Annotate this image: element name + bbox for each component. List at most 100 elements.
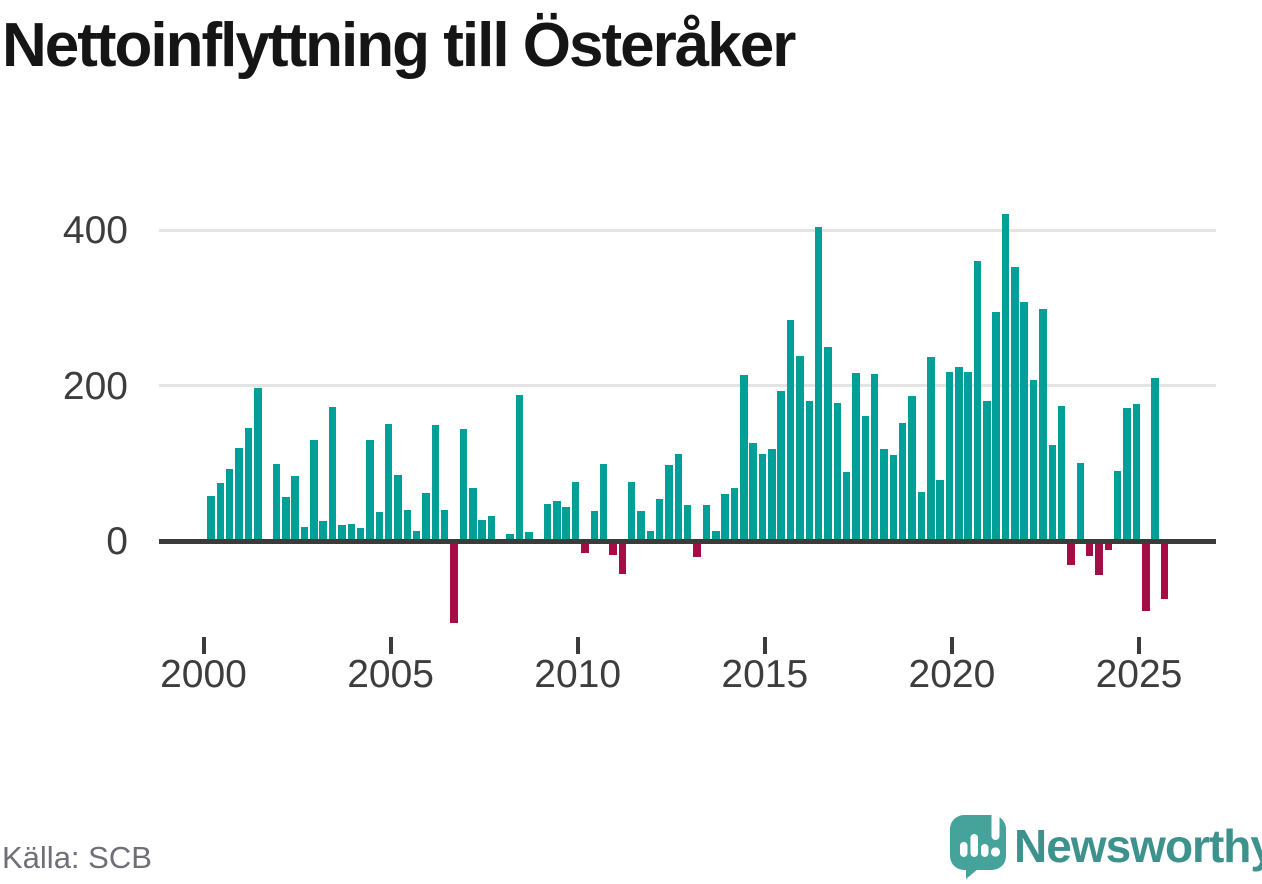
bar-2009Q4 <box>571 481 580 541</box>
bar-2005Q4 <box>422 492 430 541</box>
bar-2012Q4 <box>683 505 692 541</box>
bar-2019Q2 <box>927 356 935 541</box>
gridline-200 <box>159 384 1216 387</box>
bar-2003Q2 <box>328 407 337 541</box>
bar-2000Q3 <box>225 468 234 541</box>
bar-2021Q1 <box>992 311 1000 541</box>
bar-2012Q2 <box>665 464 673 541</box>
bar-2005Q2 <box>403 509 412 541</box>
bar-2021Q2 <box>1001 214 1010 541</box>
x-axis-label-2010: 2010 <box>534 653 622 696</box>
bar-2004Q3 <box>375 512 384 541</box>
bar-2010Q2 <box>590 510 599 541</box>
y-axis-label-0: 0 <box>106 520 128 563</box>
x-tick-2015 <box>762 637 767 654</box>
x-tick-2025 <box>1137 637 1141 654</box>
bar-2003Q1 <box>319 520 327 541</box>
bar-2014Q1 <box>730 488 739 541</box>
bar-2012Q3 <box>674 453 683 541</box>
bar-2006Q1 <box>431 425 440 541</box>
bar-2017Q2 <box>852 373 860 541</box>
bar-2014Q2 <box>740 374 748 541</box>
bar-2004Q4 <box>384 424 393 541</box>
bar-2011Q4 <box>646 530 655 541</box>
bar-2024Q4 <box>1132 404 1141 541</box>
bar-2019Q1 <box>917 492 926 541</box>
bar-2019Q4 <box>945 372 954 541</box>
bar-2020Q1 <box>955 366 963 541</box>
bar-2019Q3 <box>936 480 944 541</box>
bar-2002Q2 <box>291 476 299 541</box>
bar-2014Q3 <box>749 443 757 541</box>
bar-2014Q4 <box>758 453 767 541</box>
bar-2022Q3 <box>1048 445 1057 541</box>
bar-2010Q3 <box>599 464 608 541</box>
bar-2021Q3 <box>1011 267 1019 541</box>
bar-2022Q1 <box>1029 380 1038 541</box>
x-tick-2000 <box>201 637 206 654</box>
bar-2016Q3 <box>824 346 832 541</box>
bar-2016Q4 <box>833 402 842 541</box>
bar-2024Q1 <box>1104 541 1113 550</box>
x-tick-2010 <box>575 637 580 654</box>
bar-2001Q1 <box>244 428 253 541</box>
gridline-400 <box>159 228 1216 232</box>
bar-2023Q1 <box>1067 541 1075 566</box>
bar-2016Q2 <box>814 226 823 541</box>
bar-2002Q4 <box>310 439 318 541</box>
bar-2015Q2 <box>777 390 785 541</box>
bar-2015Q1 <box>768 449 776 541</box>
x-tick-2005 <box>388 637 393 654</box>
bar-2012Q1 <box>655 499 664 541</box>
bar-2023Q2 <box>1076 463 1085 541</box>
bar-2018Q1 <box>880 449 888 541</box>
bar-2021Q4 <box>1020 302 1028 541</box>
bar-2020Q2 <box>964 371 972 541</box>
bar-2011Q3 <box>637 511 645 541</box>
bar-2013Q1 <box>693 541 701 557</box>
bar-2000Q4 <box>235 447 243 541</box>
chart-title: Nettoinflyttning till Österåker <box>2 11 796 80</box>
source-caption: Källa: SCB <box>2 840 152 875</box>
bar-2008Q3 <box>525 531 533 541</box>
bar-2008Q2 <box>515 394 524 541</box>
bar-2002Q1 <box>282 496 290 541</box>
bar-2013Q2 <box>702 505 711 541</box>
bar-2025Q1 <box>1142 541 1150 611</box>
newsworthy-logo-icon <box>950 810 1006 879</box>
bar-2006Q4 <box>459 429 468 541</box>
bar-2023Q3 <box>1085 541 1094 556</box>
bar-2009Q3 <box>562 506 570 541</box>
bar-2000Q1 <box>207 495 215 541</box>
bar-2005Q3 <box>412 530 421 541</box>
bar-2018Q3 <box>898 422 907 541</box>
x-axis-label-2005: 2005 <box>347 653 434 696</box>
bar-2006Q3 <box>450 541 458 624</box>
bar-2002Q3 <box>300 527 309 541</box>
x-axis-label-2025: 2025 <box>1095 653 1183 696</box>
x-axis-label-2000: 2000 <box>160 653 247 696</box>
x-axis-label-2020: 2020 <box>908 653 996 696</box>
bar-2003Q3 <box>338 525 346 541</box>
bar-2013Q3 <box>712 530 720 541</box>
bar-2022Q2 <box>1039 308 1047 541</box>
bar-2015Q3 <box>786 320 795 541</box>
bar-2005Q1 <box>394 474 402 541</box>
bar-2017Q3 <box>861 415 870 541</box>
bar-2011Q2 <box>627 481 636 541</box>
bar-2001Q2 <box>254 387 262 541</box>
bar-2015Q4 <box>796 355 804 541</box>
bar-2003Q4 <box>347 523 355 541</box>
bar-2018Q4 <box>908 395 916 541</box>
bar-2023Q4 <box>1095 541 1103 576</box>
bar-2007Q2 <box>478 520 486 541</box>
bar-2007Q3 <box>487 516 496 541</box>
x-tick-2020 <box>949 637 954 654</box>
bar-2011Q1 <box>618 541 627 574</box>
newsworthy-logo-text: Newsworthy <box>1014 820 1262 872</box>
bar-2009Q2 <box>553 500 561 541</box>
bar-2017Q4 <box>870 373 879 541</box>
bar-2022Q4 <box>1057 405 1066 541</box>
x-axis-label-2015: 2015 <box>721 653 809 696</box>
